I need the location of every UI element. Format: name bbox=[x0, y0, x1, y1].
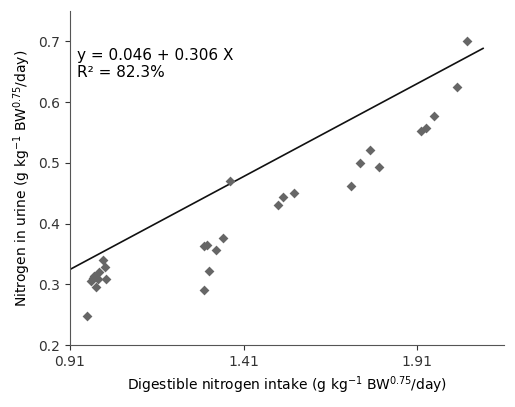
Point bbox=[102, 276, 111, 283]
Point bbox=[203, 242, 211, 248]
Point bbox=[100, 264, 109, 271]
Point bbox=[94, 276, 102, 283]
Point bbox=[90, 273, 98, 280]
Point bbox=[422, 125, 430, 131]
Text: y = 0.046 + 0.306 X
R² = 82.3%: y = 0.046 + 0.306 X R² = 82.3% bbox=[77, 48, 233, 80]
Point bbox=[95, 269, 104, 276]
Point bbox=[290, 190, 298, 197]
Point bbox=[89, 275, 97, 282]
Point bbox=[92, 283, 100, 290]
Point bbox=[347, 183, 355, 189]
Point bbox=[99, 257, 107, 263]
Point bbox=[279, 194, 287, 201]
Point bbox=[464, 38, 472, 45]
Point bbox=[87, 278, 95, 284]
Point bbox=[205, 268, 213, 274]
Point bbox=[417, 127, 425, 134]
Point bbox=[226, 178, 234, 184]
Point bbox=[218, 235, 227, 241]
Point bbox=[431, 112, 439, 119]
Point bbox=[356, 160, 364, 166]
Y-axis label: Nitrogen in urine (g kg$^{-1}$ BW$^{0.75}$/day): Nitrogen in urine (g kg$^{-1}$ BW$^{0.75… bbox=[11, 49, 33, 307]
Point bbox=[453, 84, 461, 90]
Point bbox=[199, 287, 208, 293]
Point bbox=[212, 247, 220, 254]
Point bbox=[83, 313, 92, 319]
Point bbox=[199, 243, 208, 249]
Point bbox=[366, 147, 374, 153]
Point bbox=[274, 202, 282, 209]
X-axis label: Digestible nitrogen intake (g kg$^{-1}$ BW$^{0.75}$/day): Digestible nitrogen intake (g kg$^{-1}$ … bbox=[127, 374, 447, 396]
Point bbox=[375, 163, 383, 170]
